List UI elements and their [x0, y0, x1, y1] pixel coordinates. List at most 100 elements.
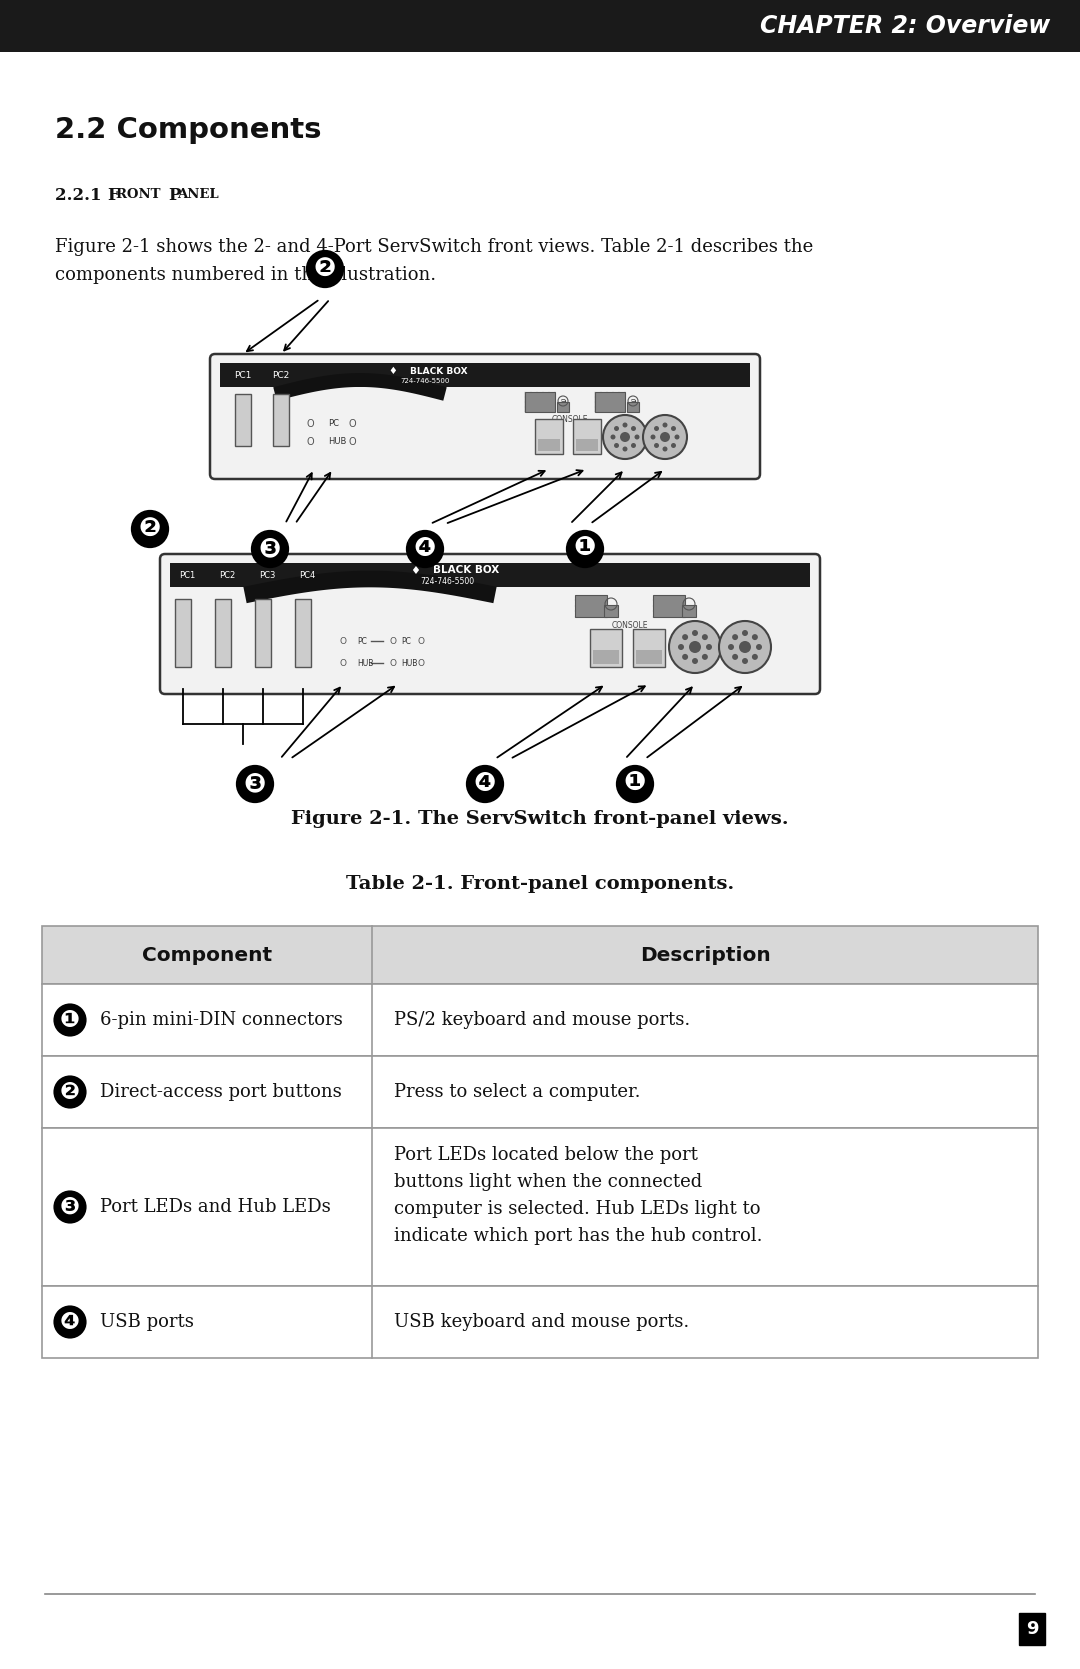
Text: a: a — [630, 396, 637, 409]
Text: components numbered in the illustration.: components numbered in the illustration. — [55, 265, 436, 284]
Text: Port LEDs and Hub LEDs: Port LEDs and Hub LEDs — [100, 1198, 330, 1217]
Bar — [604, 604, 618, 618]
Text: ❸: ❸ — [60, 1195, 80, 1218]
Circle shape — [702, 634, 707, 641]
Bar — [42, 926, 1038, 985]
Bar — [215, 599, 231, 668]
Text: 2.2.1: 2.2.1 — [55, 187, 107, 204]
Text: CONSOLE: CONSOLE — [611, 621, 648, 631]
Bar — [595, 392, 625, 412]
Text: USB ports: USB ports — [100, 1314, 194, 1330]
Bar — [573, 419, 600, 454]
Text: RONT: RONT — [116, 189, 165, 202]
Bar — [42, 1056, 1038, 1128]
Text: BLACK BOX: BLACK BOX — [410, 367, 468, 376]
Text: PC: PC — [328, 419, 339, 429]
Bar — [593, 649, 619, 664]
Text: ❷: ❷ — [314, 255, 336, 282]
Circle shape — [622, 422, 627, 427]
Circle shape — [662, 422, 667, 427]
Text: ❹: ❹ — [414, 536, 436, 562]
Bar — [295, 599, 311, 668]
Bar — [235, 394, 251, 446]
Circle shape — [643, 416, 687, 459]
Text: 2.2 Components: 2.2 Components — [55, 117, 322, 144]
Circle shape — [654, 426, 659, 431]
Circle shape — [752, 634, 758, 641]
Text: O: O — [390, 659, 396, 668]
Circle shape — [603, 416, 647, 459]
Circle shape — [610, 434, 616, 439]
Text: ♦: ♦ — [410, 566, 420, 576]
Circle shape — [660, 432, 670, 442]
Text: 724-746-5500: 724-746-5500 — [401, 377, 449, 384]
Circle shape — [662, 447, 667, 452]
Text: O: O — [307, 419, 314, 429]
Bar — [576, 439, 598, 451]
Circle shape — [752, 654, 758, 659]
Text: O: O — [339, 659, 347, 668]
Text: ❷: ❷ — [139, 516, 161, 542]
Circle shape — [678, 644, 684, 649]
Bar — [42, 1287, 1038, 1359]
Bar — [627, 402, 639, 412]
Bar — [42, 1128, 1038, 1287]
Bar — [681, 604, 696, 618]
Bar — [557, 402, 569, 412]
Circle shape — [650, 434, 656, 439]
Text: ANEL: ANEL — [177, 189, 218, 202]
Bar — [535, 419, 563, 454]
Text: 9: 9 — [1026, 1621, 1038, 1637]
Circle shape — [631, 442, 636, 447]
Bar — [538, 439, 561, 451]
Text: O: O — [418, 659, 424, 668]
Circle shape — [692, 658, 698, 664]
Text: O: O — [390, 636, 396, 646]
Circle shape — [669, 621, 721, 673]
Text: Port LEDs located below the port
buttons light when the connected
computer is se: Port LEDs located below the port buttons… — [394, 1147, 762, 1245]
Text: ❷: ❷ — [60, 1080, 80, 1103]
Bar — [220, 362, 750, 387]
Text: CONSOLE: CONSOLE — [552, 414, 589, 424]
Text: O: O — [418, 636, 424, 646]
Text: ❶: ❶ — [60, 1008, 80, 1031]
Circle shape — [615, 426, 619, 431]
Circle shape — [756, 644, 762, 649]
Text: PC3: PC3 — [259, 571, 275, 579]
Circle shape — [719, 621, 771, 673]
Text: ❸: ❸ — [259, 536, 281, 562]
Text: BLACK BOX: BLACK BOX — [433, 566, 499, 576]
Text: 6-pin mini-DIN connectors: 6-pin mini-DIN connectors — [100, 1011, 342, 1030]
Text: PS/2 keyboard and mouse ports.: PS/2 keyboard and mouse ports. — [394, 1011, 690, 1030]
Circle shape — [631, 426, 636, 431]
Text: F: F — [107, 187, 119, 204]
Circle shape — [620, 432, 630, 442]
Text: Direct-access port buttons: Direct-access port buttons — [100, 1083, 341, 1102]
Text: PC4: PC4 — [299, 571, 315, 579]
Circle shape — [683, 634, 688, 641]
Text: PC2: PC2 — [272, 371, 289, 379]
Text: a: a — [559, 396, 567, 409]
Text: ❹: ❹ — [474, 771, 496, 798]
Text: Component: Component — [141, 946, 272, 965]
Circle shape — [706, 644, 712, 649]
Text: Figure 2-1 shows the 2- and 4-Port ServSwitch front views. Table 2-1 describes t: Figure 2-1 shows the 2- and 4-Port ServS… — [55, 239, 813, 255]
Bar — [590, 629, 622, 668]
Bar — [636, 649, 662, 664]
Circle shape — [671, 426, 676, 431]
Circle shape — [732, 654, 738, 659]
Circle shape — [615, 442, 619, 447]
Bar — [42, 985, 1038, 1056]
Text: ❶: ❶ — [624, 771, 646, 798]
Circle shape — [692, 629, 698, 636]
Bar — [653, 596, 685, 618]
Bar — [170, 562, 810, 587]
Circle shape — [675, 434, 679, 439]
Text: O: O — [339, 636, 347, 646]
Bar — [633, 629, 665, 668]
FancyBboxPatch shape — [210, 354, 760, 479]
Bar — [575, 596, 607, 618]
Circle shape — [739, 641, 751, 653]
Text: PC: PC — [357, 636, 367, 646]
Bar — [0, 0, 1080, 52]
